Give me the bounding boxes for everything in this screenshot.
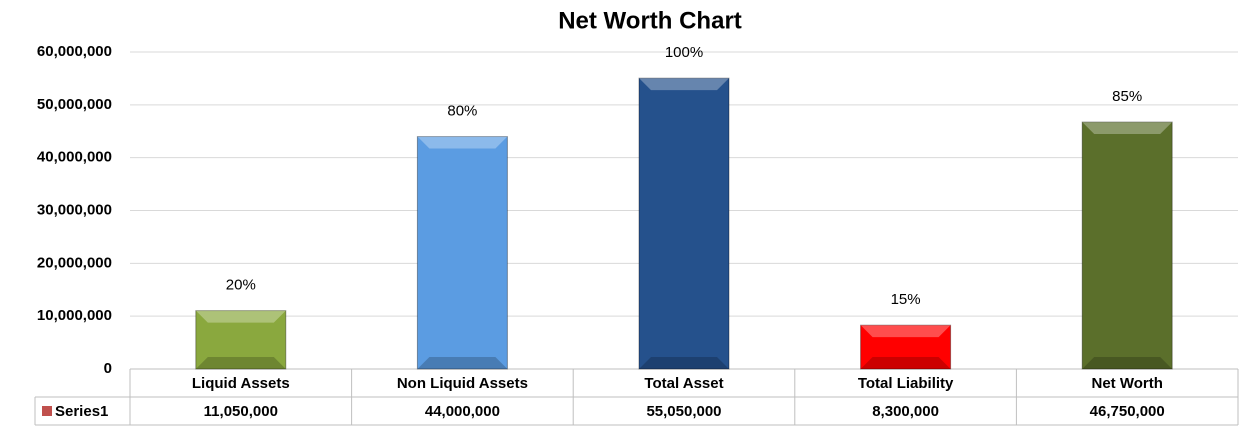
bar-bevel: [1082, 357, 1173, 369]
table-value: 44,000,000: [425, 403, 500, 420]
bar: [638, 77, 730, 370]
table-value: 46,750,000: [1090, 403, 1165, 420]
bar-bevel: [639, 78, 729, 91]
y-tick-label: 40,000,000: [37, 149, 112, 166]
bar: [416, 136, 508, 370]
y-tick-label: 0: [104, 360, 112, 377]
table-value: 55,050,000: [646, 403, 721, 420]
x-tick-label: Non Liquid Assets: [397, 375, 528, 392]
x-tick-label: Net Worth: [1092, 375, 1163, 392]
table-value: 11,050,000: [204, 403, 278, 420]
bar-bevel: [860, 357, 951, 369]
x-tick-label: Total Liability: [858, 375, 954, 392]
bar-bevel: [417, 357, 508, 369]
data-label: 80%: [447, 103, 477, 120]
bar-bevel: [639, 357, 729, 369]
chart-title: Net Worth Chart: [558, 7, 742, 34]
bar-bevel: [860, 325, 951, 338]
bar: [860, 324, 952, 370]
data-label: 85%: [1112, 88, 1142, 105]
bar-bevel: [195, 357, 286, 369]
bar-bevel: [1082, 122, 1173, 135]
bar: [1081, 121, 1173, 370]
data-label: 15%: [891, 291, 921, 308]
y-tick-label: 10,000,000: [37, 307, 112, 324]
y-tick-label: 60,000,000: [37, 43, 112, 60]
x-tick-label: Liquid Assets: [192, 375, 290, 392]
x-tick-label: Total Asset: [644, 375, 723, 392]
y-tick-label: 30,000,000: [37, 201, 112, 218]
bar-bevel: [195, 310, 286, 323]
y-tick-label: 50,000,000: [37, 96, 112, 113]
legend-swatch: [42, 406, 52, 416]
legend-label: Series1: [55, 403, 108, 420]
data-label: 100%: [665, 44, 703, 61]
bar-bevel: [417, 136, 508, 149]
table-value: 8,300,000: [872, 403, 939, 420]
data-label: 20%: [226, 277, 256, 294]
bar: [195, 310, 287, 370]
y-tick-label: 20,000,000: [37, 254, 112, 271]
